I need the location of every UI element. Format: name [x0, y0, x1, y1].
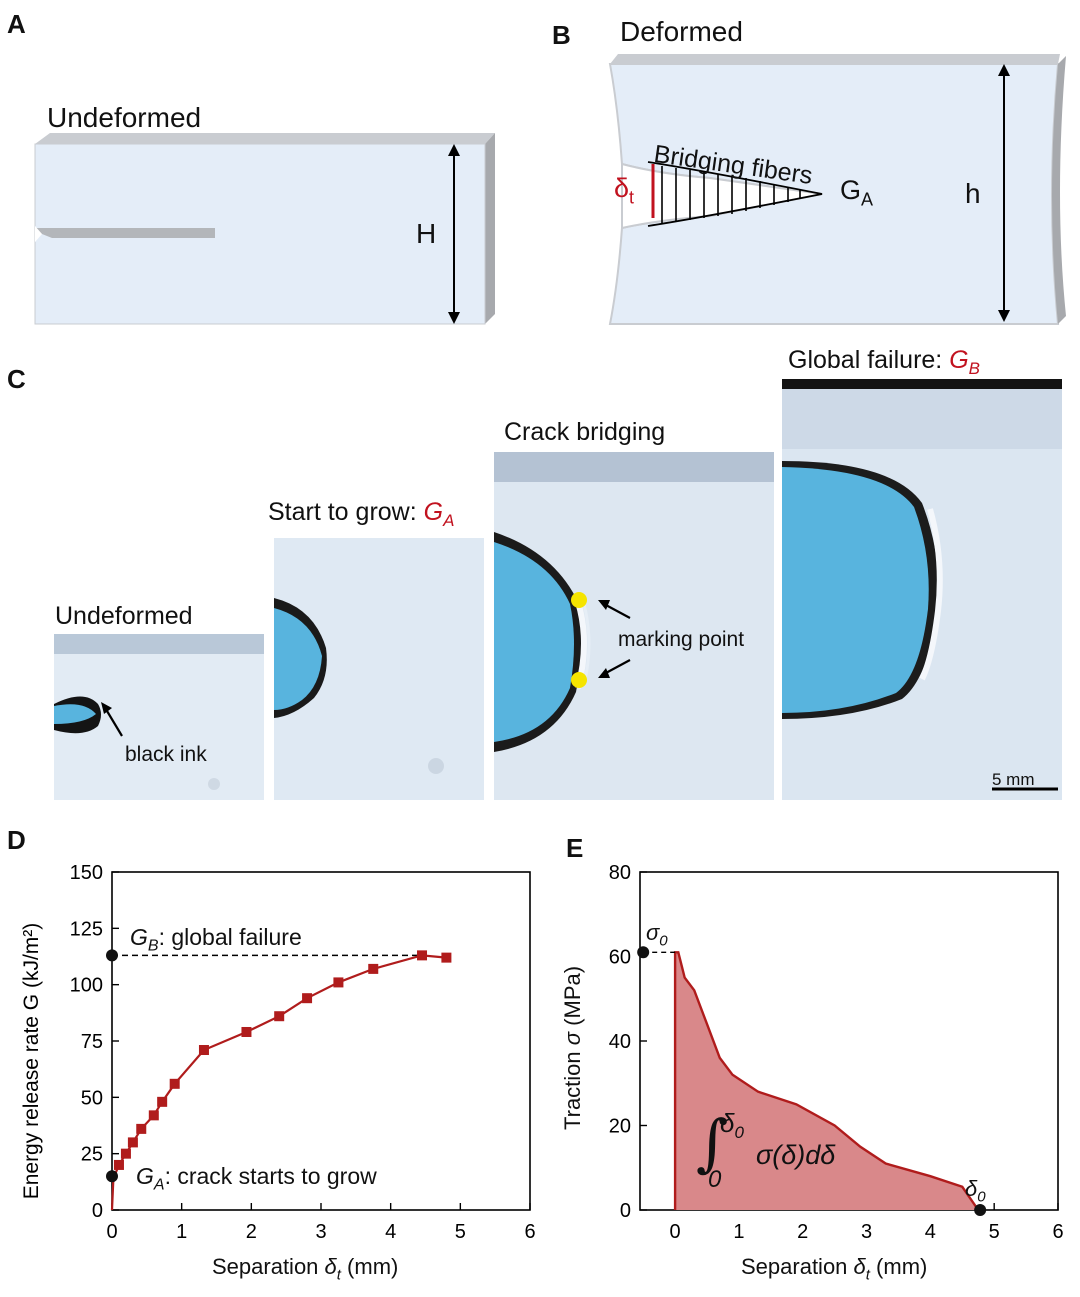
- d-data-point: [241, 1026, 252, 1037]
- e-x-axis-label: Separation δt (mm): [741, 1254, 928, 1284]
- d-x-tick-label: 2: [246, 1221, 257, 1243]
- d-data-point: [368, 963, 379, 974]
- d-data-point: [136, 1123, 147, 1134]
- integral-expression: σ(δ)dδ: [756, 1140, 836, 1170]
- delta-t-label: δt: [614, 173, 635, 208]
- d-x-tick-label: 6: [524, 1221, 535, 1243]
- panel-a-title: Undeformed: [47, 102, 202, 133]
- d-y-tick-label: 125: [70, 918, 103, 940]
- integral-lower-limit: 0: [708, 1166, 722, 1193]
- panel-label-d: D: [7, 825, 26, 855]
- d-y-tick-label: 150: [70, 862, 103, 884]
- integral-sign: ∫: [696, 1106, 729, 1179]
- d-data-point: [333, 977, 344, 988]
- e-y-tick-label: 0: [620, 1200, 631, 1222]
- d-x-tick-label: 4: [385, 1221, 396, 1243]
- e-x-tick-label: 5: [989, 1221, 1000, 1243]
- e-x-tick-label: 1: [733, 1221, 744, 1243]
- e-x-tick-label: 4: [925, 1221, 936, 1243]
- gb-annotation: GB: global failure: [130, 924, 302, 955]
- d-y-tick-label: 75: [81, 1031, 103, 1053]
- d-y-tick-label: 0: [92, 1200, 103, 1222]
- gb-point: [106, 949, 118, 962]
- undeformed-specimen-diagram: [34, 133, 495, 325]
- photo-start-to-grow: [274, 538, 484, 800]
- ga-annotation: GA: crack starts to grow: [136, 1163, 377, 1194]
- deformed-specimen-diagram: [608, 54, 1066, 325]
- frame1-title: Undeformed: [55, 602, 193, 630]
- e-x-tick-label: 2: [797, 1221, 808, 1243]
- ga-point: [106, 1170, 118, 1183]
- height-label-h-lower: h: [965, 178, 981, 209]
- e-y-axis-label: Traction σ (MPa): [560, 965, 585, 1130]
- panel-b-title: Deformed: [620, 16, 743, 47]
- e-y-tick-label: 80: [609, 862, 631, 884]
- d-data-point: [148, 1110, 159, 1121]
- d-x-tick-label: 1: [176, 1221, 187, 1243]
- d-data-point: [441, 952, 452, 963]
- d-data-point: [113, 1159, 124, 1170]
- black-ink-label: black ink: [125, 743, 207, 766]
- integral-upper-limit: δ0: [720, 1108, 744, 1143]
- d-data-point: [157, 1096, 168, 1107]
- d-x-tick-label: 0: [106, 1221, 117, 1243]
- delta0-point: [974, 1204, 987, 1216]
- d-x-axis-label: Separation δt (mm): [212, 1254, 399, 1284]
- sigma0-label: σ0: [646, 920, 668, 950]
- frame4-title: Global failure: GB: [788, 346, 980, 378]
- d-data-point: [120, 1148, 131, 1159]
- frame2-title: Start to grow: GA: [268, 498, 455, 530]
- black-ink-arrow: [101, 702, 123, 737]
- d-data-point: [198, 1045, 209, 1056]
- d-data-point: [274, 1011, 285, 1022]
- photo-undeformed: [54, 634, 264, 800]
- e-x-tick-label: 3: [861, 1221, 872, 1243]
- d-y-tick-label: 50: [81, 1087, 103, 1109]
- height-label-h-upper: H: [416, 218, 437, 249]
- scale-bar-label: 5 mm: [992, 770, 1035, 789]
- photo-crack-bridging: [494, 452, 774, 800]
- ga-tip-label: GA: [840, 175, 874, 210]
- e-y-tick-label: 40: [609, 1031, 631, 1053]
- panel-label-b: B: [552, 20, 571, 50]
- frame3-title: Crack bridging: [504, 418, 666, 446]
- d-data-point: [302, 993, 313, 1004]
- d-data-point: [127, 1137, 138, 1148]
- d-y-tick-label: 25: [81, 1144, 103, 1166]
- chart-energy-release-rate: 0 1 2 3 4 5 6 0 25 50 75 100 125 150 Energy release r…: [20, 862, 536, 1243]
- sigma0-point: [637, 946, 650, 959]
- e-y-tick-label: 60: [609, 947, 631, 969]
- delta0-label: δ0: [965, 1176, 986, 1206]
- d-data-point: [169, 1078, 180, 1089]
- e-x-tick-label: 6: [1052, 1221, 1063, 1243]
- marking-point-arrows: [598, 600, 631, 678]
- e-y-tick-label: 20: [609, 1116, 631, 1138]
- panel-label-c: C: [7, 364, 26, 394]
- d-y-tick-label: 100: [70, 975, 103, 997]
- d-y-axis-label: Energy release rate G (kJ/m²): [20, 923, 43, 1200]
- panel-label-a: A: [7, 9, 26, 39]
- d-x-tick-label: 5: [455, 1221, 466, 1243]
- panel-label-e: E: [566, 833, 584, 863]
- d-data-point: [417, 950, 428, 961]
- d-x-tick-label: 3: [315, 1221, 326, 1243]
- traction-series-line: [673, 951, 980, 1211]
- photo-global-failure: [782, 379, 1062, 800]
- marking-point-label: marking point: [618, 628, 745, 651]
- integral-area: [675, 952, 979, 1210]
- e-x-tick-label: 0: [670, 1221, 681, 1243]
- d-plot-frame: [111, 871, 531, 1211]
